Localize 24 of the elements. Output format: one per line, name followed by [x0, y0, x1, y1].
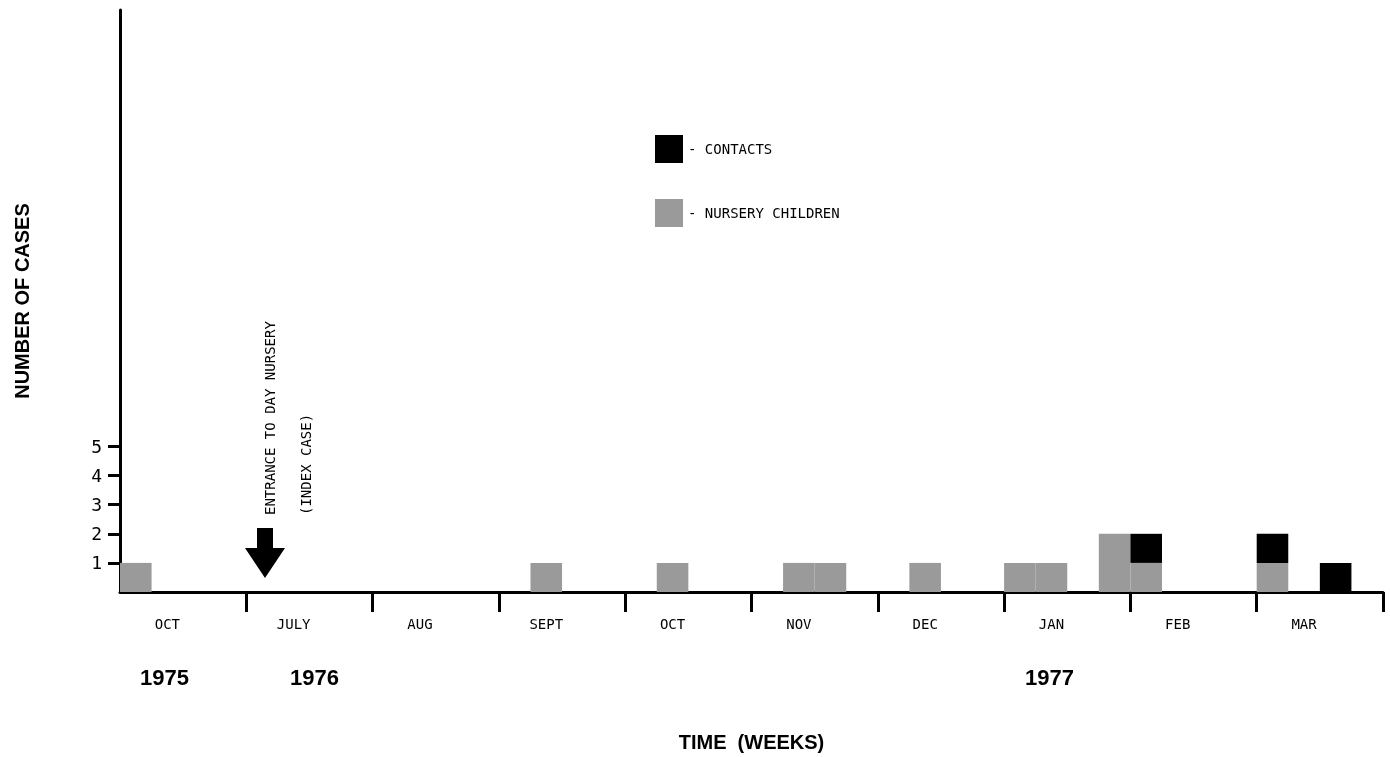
x-tick-label: MAR [1291, 616, 1318, 632]
y-tick-label: 1 [91, 552, 102, 574]
x-tick-label: JAN [1038, 616, 1065, 632]
annotation: ENTRANCE TO DAY NURSERY [262, 321, 278, 515]
legend-label: - NURSERY CHILDREN [688, 205, 840, 221]
text: 1977 [1025, 665, 1074, 691]
y-tick-label: 4 [91, 465, 102, 487]
x-tick-label: JULY [276, 616, 312, 632]
x-tick-label: DEC [912, 616, 938, 632]
x-tick-label: FEB [1165, 616, 1191, 632]
x-tick-label: OCT [659, 616, 686, 632]
text: 1976 [290, 665, 339, 691]
y-tick-label: 5 [91, 436, 102, 457]
legend-label: - CONTACTS [688, 141, 773, 157]
x-tick-label: SEPT [529, 616, 564, 632]
x-axis-title: TIME (WEEKS) [678, 731, 825, 753]
x-tick-label: OCT [154, 616, 181, 632]
y-axis-title: NUMBER OF CASES [11, 203, 33, 399]
annotation: (INDEX CASE) [298, 413, 314, 515]
text: 1975 [140, 665, 189, 691]
y-tick-label: 2 [91, 523, 102, 545]
x-tick-label: NOV [786, 616, 813, 632]
x-tick-label: AUG [407, 616, 433, 632]
y-tick-label: 3 [91, 494, 102, 516]
